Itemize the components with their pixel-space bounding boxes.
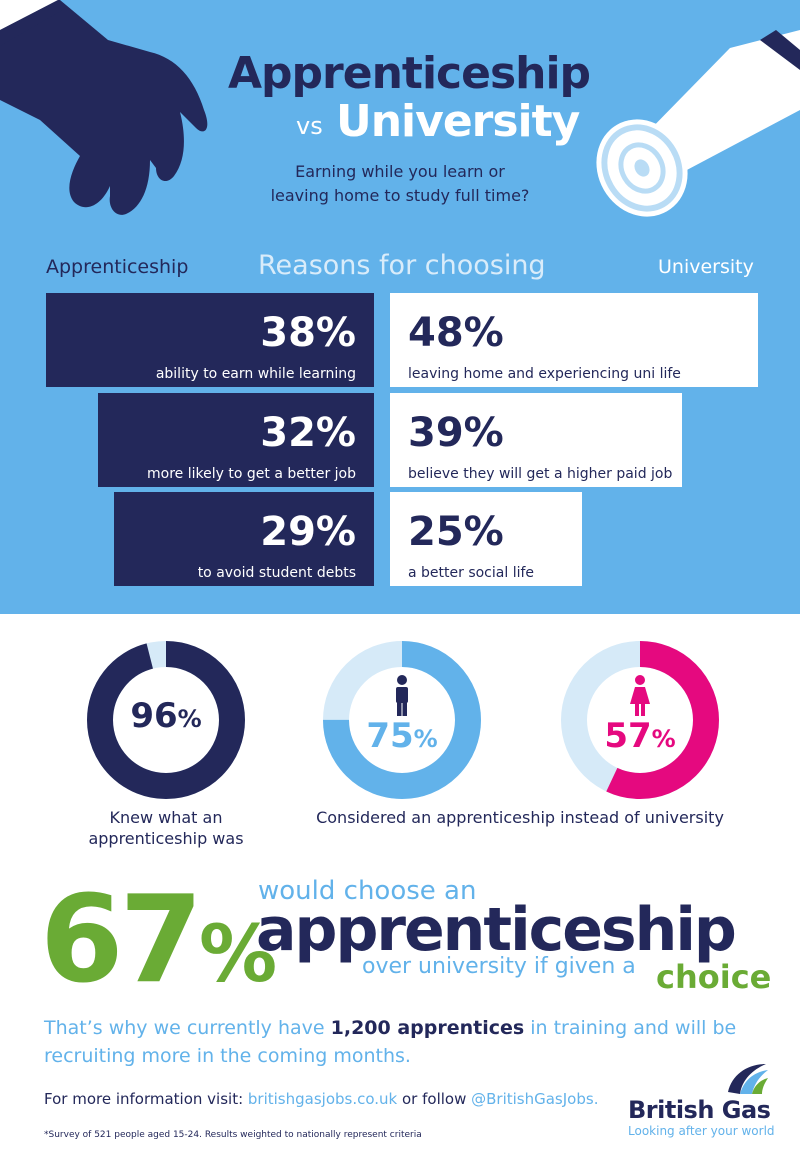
ring-value <box>323 641 481 799</box>
top-panel: Apprenticeship vs University Earning whi… <box>0 0 800 614</box>
subtitle-line-2: leaving home to study full time? <box>270 186 530 205</box>
statement-text-a: That’s why we currently have <box>44 1017 331 1039</box>
ring-percent: 96% <box>86 696 246 736</box>
info-mid: or follow <box>397 1090 472 1108</box>
ring-percent: 57% <box>560 716 720 756</box>
apprenticeship-bar: 29% to avoid student debts <box>114 492 374 586</box>
title-vs: vs <box>296 112 323 140</box>
reasons-heading: Reasons for choosing <box>258 250 546 281</box>
ring-number: 96 <box>130 696 178 736</box>
donut-chart <box>561 641 719 799</box>
ring-female: 57% <box>560 640 720 800</box>
info-prefix: For more information visit: <box>44 1090 248 1108</box>
apprenticeship-column-label: Apprenticeship <box>46 256 189 278</box>
british-gas-flame-icon <box>728 1064 768 1094</box>
ring-percent: 75% <box>322 716 482 756</box>
male-icon <box>396 675 408 716</box>
bar-description: a better social life <box>408 565 535 581</box>
university-bar: 25% a better social life <box>390 492 582 586</box>
ring-unit: % <box>651 725 676 753</box>
bar-percent: 29% <box>260 509 356 555</box>
ring-unit: % <box>177 705 202 733</box>
ring-value <box>87 641 245 799</box>
donut-chart <box>87 641 245 799</box>
university-bar: 48% leaving home and experiencing uni li… <box>390 293 758 387</box>
brand-name: British Gas <box>628 1096 771 1124</box>
bar-percent: 25% <box>408 509 504 555</box>
bar-percent: 39% <box>408 410 504 456</box>
ring-value <box>561 641 719 799</box>
ring-male: 75% <box>322 640 482 800</box>
bar-description: to avoid student debts <box>197 565 356 581</box>
knew-label-line-2: apprenticeship was <box>88 829 244 848</box>
title-apprenticeship: Apprenticeship <box>228 48 591 99</box>
apprenticeship-bar: 38% ability to earn while learning <box>46 293 374 387</box>
statement-text-b: in training and will be recruiting more … <box>44 1017 737 1067</box>
bar-description: ability to earn while learning <box>155 366 356 382</box>
headline-choice: choice <box>656 958 772 996</box>
apprenticeship-bar: 32% more likely to get a better job <box>98 393 374 487</box>
apprentices-statement: That’s why we currently have 1,200 appre… <box>44 1014 764 1070</box>
handshake-hand-icon <box>0 0 208 215</box>
ring-unit: % <box>413 725 438 753</box>
website-link[interactable]: britishgasjobs.co.uk <box>247 1090 398 1108</box>
bar-percent: 48% <box>408 310 504 356</box>
bar-percent: 38% <box>260 310 356 356</box>
headline-number-value: 67 <box>40 871 203 1010</box>
knew-label-line-1: Knew what an <box>109 808 223 827</box>
knew-label: Knew what an apprenticeship was <box>66 807 266 849</box>
ring-knew: 96% <box>86 640 246 800</box>
headline-number-unit: % <box>199 910 278 1000</box>
ring-number: 57 <box>604 716 652 756</box>
headline-apprenticeship: apprenticeship <box>256 895 737 965</box>
university-bar: 39% believe they will get a higher paid … <box>390 393 682 487</box>
title-university: University <box>336 96 580 147</box>
diploma-scroll-icon <box>596 30 800 217</box>
headline-would: would choose an <box>258 876 477 906</box>
subtitle: Earning while you learn or leaving home … <box>200 160 600 208</box>
subtitle-line-1: Earning while you learn or <box>295 162 505 181</box>
more-info: For more information visit: britishgasjo… <box>44 1090 598 1108</box>
statement-bold: 1,200 apprentices <box>330 1017 525 1039</box>
bar-description: believe they will get a higher paid job <box>408 466 673 482</box>
headline-number: 67% <box>40 876 277 1020</box>
donut-chart <box>323 641 481 799</box>
footnote: *Survey of 521 people aged 15-24. Result… <box>44 1130 422 1140</box>
ring-number: 75 <box>366 716 414 756</box>
bar-percent: 32% <box>260 410 356 456</box>
considered-label: Considered an apprenticeship instead of … <box>316 808 724 827</box>
headline-over: over university if given a <box>362 954 636 979</box>
bar-description: more likely to get a better job <box>147 466 356 482</box>
female-icon <box>630 675 650 716</box>
bar-description: leaving home and experiencing uni life <box>408 366 681 382</box>
university-column-label: University <box>658 256 754 278</box>
twitter-handle-link[interactable]: @BritishGasJobs. <box>471 1090 599 1108</box>
brand-tagline: Looking after your world <box>628 1124 775 1138</box>
